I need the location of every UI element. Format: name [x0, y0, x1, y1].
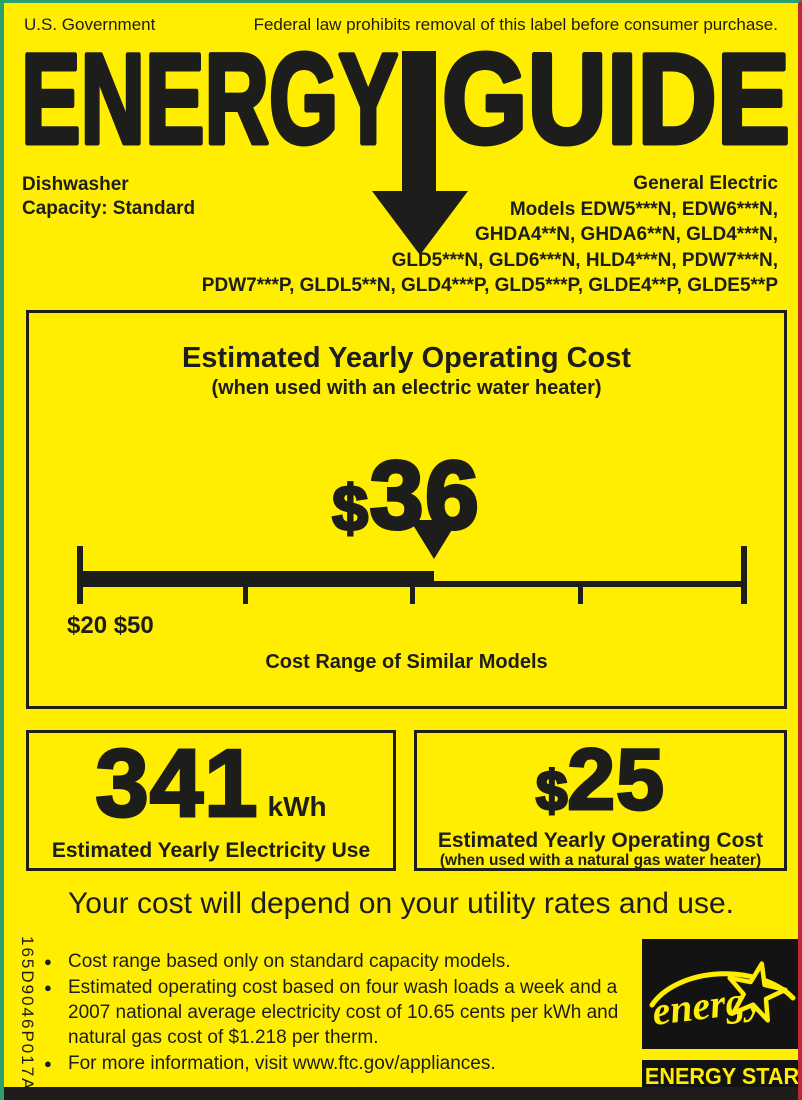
energyguide-logo: ENERGY GUIDE — [19, 47, 793, 151]
footnote-item: Estimated operating cost based on four w… — [44, 975, 656, 1050]
gas-label: Estimated Yearly Operating Cost — [437, 829, 764, 852]
electricity-value-row: 341 kWh — [94, 729, 327, 839]
operating-cost-panel: Estimated Yearly Operating Cost (when us… — [26, 310, 787, 709]
footnotes-list: Cost range based only on standard capaci… — [44, 949, 656, 1077]
cost-currency: $ — [331, 471, 370, 546]
scale-right-end-tick — [741, 546, 747, 604]
scale-tick — [410, 587, 415, 604]
gas-value-row: $ 25 — [535, 731, 666, 830]
label-part-number: 165D9046P017A — [18, 936, 37, 1092]
logo-word-guide: GUIDE — [442, 47, 790, 151]
gas-currency: $ — [535, 758, 569, 824]
manufacturer-info: General Electric Models EDW5***N, EDW6**… — [202, 171, 778, 299]
panel-title: Estimated Yearly Operating Cost — [181, 342, 632, 374]
scale-tick — [577, 587, 583, 604]
model-line: GLD5***N, GLD6***N, HLD4***N, PDW7***N, — [391, 249, 778, 271]
bottom-edge-band — [4, 1087, 798, 1100]
energy-star-logo: energy ENERGY STAR — [642, 939, 800, 1092]
model-line: Models EDW5***N, EDW6***N, — [509, 198, 778, 220]
footnote-item: For more information, visit www.ftc.gov/… — [44, 1051, 656, 1076]
appliance-info: Dishwasher Capacity: Standard — [22, 173, 195, 221]
range-caption: Cost Range of Similar Models — [265, 651, 548, 673]
us-government-label: U.S. Government — [24, 15, 156, 34]
panel-subtitle: (when used with an electric water heater… — [211, 377, 602, 399]
appliance-type: Dishwasher — [22, 174, 129, 195]
logo-word-energy: ENERGY — [21, 47, 398, 151]
gas-cost-panel: $ 25 Estimated Yearly Operating Cost (wh… — [414, 730, 787, 871]
model-line: PDW7***P, GLDL5**N, GLD4***P, GLD5***P, … — [201, 275, 778, 296]
electricity-unit: kWh — [267, 791, 327, 822]
energy-star-caption: ENERGY STAR — [644, 1062, 800, 1089]
gas-value: 25 — [566, 731, 666, 830]
cost-range-scale — [77, 520, 747, 604]
appliance-capacity: Capacity: Standard — [22, 198, 196, 219]
energy-star-mark-icon: energy — [642, 939, 798, 1049]
model-line: GHDA4**N, GHDA6**N, GLD4***N, — [474, 224, 778, 245]
federal-notice: Federal law prohibits removal of this la… — [253, 15, 778, 34]
scale-tick — [242, 587, 248, 604]
footnote-item: Cost range based only on standard capaci… — [44, 949, 656, 974]
scale-pointer-icon — [410, 520, 459, 559]
electricity-label: Estimated Yearly Electricity Use — [51, 839, 371, 862]
energy-star-caption-strip: ENERGY STAR — [642, 1060, 800, 1092]
down-arrow-icon — [372, 191, 468, 255]
electricity-use-panel: 341 kWh Estimated Yearly Electricity Use — [26, 729, 396, 871]
gas-sublabel: (when used with a natural gas water heat… — [439, 852, 762, 869]
header-row: U.S. Government Federal law prohibits re… — [24, 15, 778, 35]
range-min-max-labels: $20 $50 — [67, 612, 154, 639]
down-arrow-stem — [402, 51, 436, 193]
estimated-cost-value: $ 36 — [29, 440, 784, 551]
electricity-value: 341 — [94, 729, 259, 839]
scale-fill — [77, 571, 435, 587]
manufacturer-name: General Electric — [633, 173, 778, 194]
utility-rates-tagline: Your cost will depend on your utility ra… — [68, 887, 734, 920]
